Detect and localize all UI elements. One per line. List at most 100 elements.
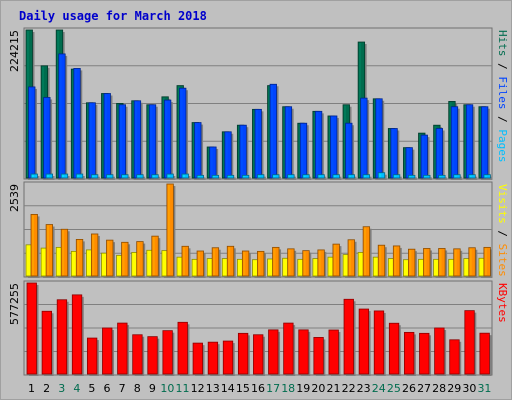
legend-part: / xyxy=(496,224,509,244)
bar-pages xyxy=(362,174,372,180)
bar-pages xyxy=(317,174,327,180)
bar-files xyxy=(450,106,460,180)
x-tick-label: 27 xyxy=(417,382,431,395)
bar-files xyxy=(133,100,143,180)
bar-pages xyxy=(166,173,176,180)
bar-files xyxy=(481,106,490,180)
x-tick-label: 14 xyxy=(221,382,235,395)
bar-sites xyxy=(287,248,297,278)
bar-pages xyxy=(257,174,266,180)
bar-files xyxy=(299,122,309,180)
ymax-label-kbytes: 577255 xyxy=(8,283,21,325)
bar-kbytes xyxy=(86,337,99,376)
bar-files xyxy=(28,86,37,180)
bar-kbytes xyxy=(56,299,69,376)
bar-pages xyxy=(226,174,236,180)
legend-part: Files xyxy=(496,76,509,109)
bar-files xyxy=(465,104,475,180)
x-tick-label: 20 xyxy=(311,382,325,395)
bar-sites xyxy=(75,239,85,278)
bar-sites xyxy=(377,244,387,278)
x-tick-label: 10 xyxy=(160,382,174,395)
x-tick-label: 4 xyxy=(73,382,80,395)
bar-sites xyxy=(317,249,327,278)
bar-pages xyxy=(377,172,387,180)
bar-kbytes xyxy=(313,337,326,376)
x-tick-label: 2 xyxy=(43,382,50,395)
bar-sites xyxy=(241,250,251,278)
panel-hits-files-pages: 224215 Hits / Files / Pages xyxy=(8,27,509,180)
x-tick-label: 24 xyxy=(372,382,386,395)
bar-sites xyxy=(196,250,206,278)
bar-files xyxy=(390,128,400,180)
bar-kbytes xyxy=(71,294,84,376)
bar-files xyxy=(148,104,158,180)
x-tick-label: 13 xyxy=(206,382,220,395)
bar-pages xyxy=(287,174,297,180)
bar-sites xyxy=(423,248,433,278)
bar-pages xyxy=(90,174,100,180)
bar-sites xyxy=(121,241,131,278)
panel-visits-sites: 2539 Visits / Sites xyxy=(8,181,509,278)
bar-sites xyxy=(362,226,372,278)
bar-pages xyxy=(211,174,221,180)
bar-files xyxy=(314,110,324,180)
bar-pages xyxy=(136,174,146,180)
bar-files xyxy=(88,102,98,180)
bar-sites xyxy=(332,243,342,278)
x-tick-label: 9 xyxy=(149,382,156,395)
bar-kbytes xyxy=(358,308,371,376)
legend-part: / xyxy=(496,110,509,130)
bar-kbytes xyxy=(464,310,477,376)
bar-sites xyxy=(392,245,402,278)
bar-pages xyxy=(347,174,357,180)
bar-kbytes xyxy=(419,332,432,376)
bar-pages xyxy=(302,174,312,180)
ymax-label-visits-sites: 2539 xyxy=(8,184,21,212)
bar-kbytes xyxy=(41,310,54,376)
x-tick-label: 16 xyxy=(251,382,265,395)
bar-files xyxy=(330,115,339,180)
bar-pages xyxy=(30,173,40,180)
bar-pages xyxy=(151,174,161,180)
x-tick-label: 5 xyxy=(88,382,95,395)
bar-kbytes xyxy=(479,332,492,376)
bar-kbytes xyxy=(192,342,205,376)
legend-part: KBytes xyxy=(496,283,509,323)
bar-sites xyxy=(226,245,236,278)
bar-kbytes xyxy=(177,321,190,376)
bar-files xyxy=(73,68,83,180)
x-tick-label: 11 xyxy=(176,382,190,395)
bar-sites xyxy=(151,235,161,278)
bar-kbytes xyxy=(373,310,386,376)
bar-pages xyxy=(408,174,417,180)
bar-kbytes xyxy=(434,327,447,376)
bar-files xyxy=(360,97,370,180)
bar-kbytes xyxy=(26,282,39,376)
x-tick-label: 7 xyxy=(119,382,126,395)
bar-files xyxy=(435,128,445,180)
legend-part: Sites xyxy=(496,244,509,277)
bar-sites xyxy=(45,224,55,278)
bar-files xyxy=(420,134,430,180)
bar-kbytes xyxy=(298,329,311,376)
x-tick-label: 21 xyxy=(326,382,340,395)
bar-pages xyxy=(196,174,206,180)
x-tick-label: 19 xyxy=(296,382,310,395)
bar-kbytes xyxy=(449,339,462,376)
bar-pages xyxy=(272,174,282,180)
bar-pages xyxy=(106,174,115,180)
bar-files xyxy=(103,93,113,180)
bar-pages xyxy=(392,174,402,180)
bar-kbytes xyxy=(102,327,114,376)
x-tick-label: 30 xyxy=(462,382,476,395)
bar-kbytes xyxy=(162,330,175,376)
bar-sites xyxy=(60,228,70,278)
chart-title: Daily usage for March 2018 xyxy=(19,9,207,23)
x-tick-label: 18 xyxy=(281,382,295,395)
bar-files xyxy=(43,97,53,180)
bar-sites xyxy=(106,239,115,278)
bar-sites xyxy=(257,250,266,278)
